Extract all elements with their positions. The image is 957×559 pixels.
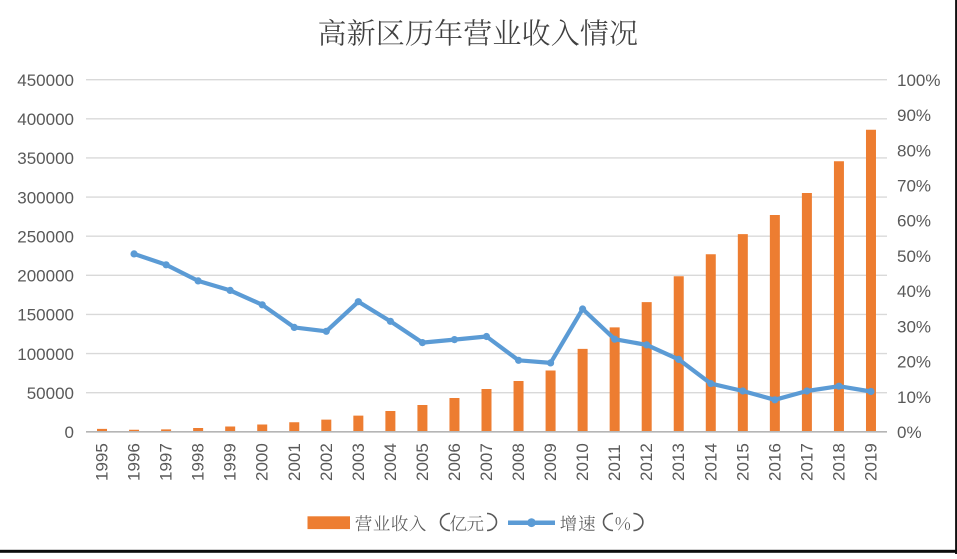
- svg-text:40%: 40%: [897, 282, 931, 301]
- svg-text:2018: 2018: [829, 443, 848, 481]
- svg-text:80%: 80%: [897, 141, 931, 160]
- svg-text:50%: 50%: [897, 247, 931, 266]
- svg-text:100000: 100000: [17, 345, 74, 364]
- svg-text:400000: 400000: [17, 110, 74, 129]
- svg-text:350000: 350000: [17, 149, 74, 168]
- svg-text:100%: 100%: [897, 71, 940, 90]
- svg-text:2002: 2002: [317, 443, 336, 481]
- svg-text:2001: 2001: [285, 443, 304, 481]
- svg-text:2005: 2005: [413, 443, 432, 481]
- svg-text:2013: 2013: [669, 443, 688, 481]
- svg-text:2017: 2017: [797, 443, 816, 481]
- svg-text:0%: 0%: [897, 423, 922, 442]
- svg-text:2007: 2007: [477, 443, 496, 481]
- svg-text:2015: 2015: [733, 443, 752, 481]
- svg-text:2012: 2012: [637, 443, 656, 481]
- svg-text:2006: 2006: [445, 443, 464, 481]
- svg-text:2010: 2010: [573, 443, 592, 481]
- svg-text:2000: 2000: [253, 443, 272, 481]
- svg-text:1995: 1995: [93, 443, 112, 481]
- svg-text:300000: 300000: [17, 188, 74, 207]
- svg-text:90%: 90%: [897, 106, 931, 125]
- svg-text:2011: 2011: [605, 444, 624, 481]
- svg-text:0: 0: [65, 423, 74, 442]
- svg-text:1999: 1999: [221, 443, 240, 481]
- svg-text:2014: 2014: [701, 443, 720, 481]
- svg-text:30%: 30%: [897, 317, 931, 336]
- svg-text:250000: 250000: [17, 227, 74, 246]
- svg-text:2016: 2016: [765, 443, 784, 481]
- svg-text:1996: 1996: [125, 443, 144, 481]
- svg-text:2004: 2004: [381, 443, 400, 481]
- svg-text:2009: 2009: [541, 443, 560, 481]
- svg-text:1997: 1997: [157, 443, 176, 481]
- svg-text:450000: 450000: [17, 71, 74, 90]
- svg-text:2003: 2003: [349, 443, 368, 481]
- svg-text:2008: 2008: [509, 443, 528, 481]
- svg-text:70%: 70%: [897, 177, 931, 196]
- svg-text:1998: 1998: [189, 443, 208, 481]
- svg-text:2019: 2019: [861, 443, 880, 481]
- svg-text:50000: 50000: [27, 384, 74, 403]
- svg-text:10%: 10%: [897, 388, 931, 407]
- svg-text:60%: 60%: [897, 212, 931, 231]
- svg-text:150000: 150000: [17, 306, 74, 325]
- svg-text:200000: 200000: [17, 267, 74, 286]
- svg-text:20%: 20%: [897, 353, 931, 372]
